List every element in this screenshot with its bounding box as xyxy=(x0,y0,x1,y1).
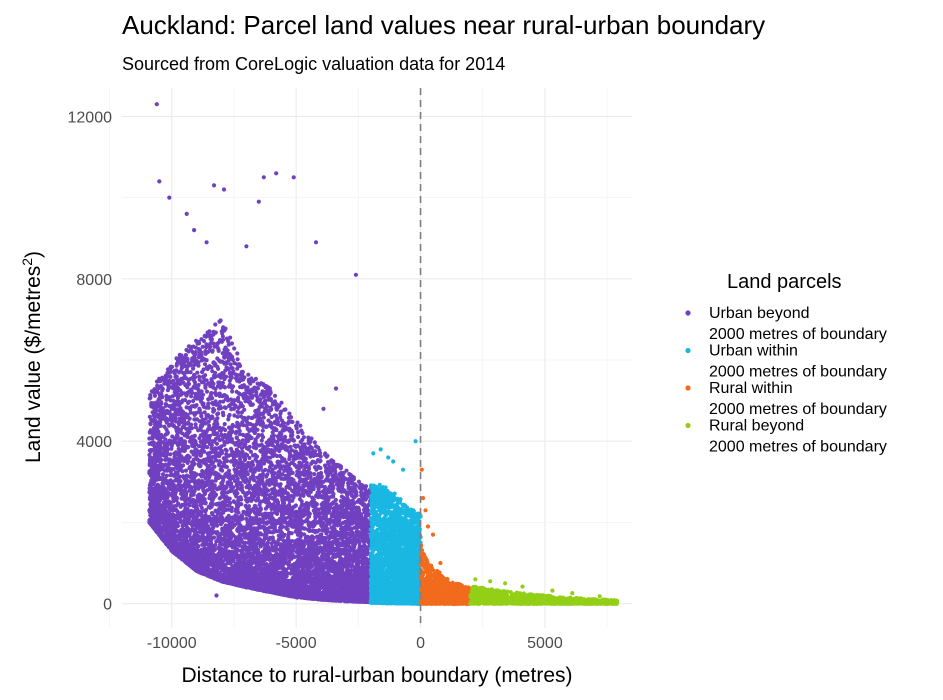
data-point xyxy=(288,415,294,420)
data-point xyxy=(246,372,251,377)
data-point xyxy=(197,407,202,413)
data-point xyxy=(209,340,214,346)
data-point xyxy=(191,398,196,404)
data-point xyxy=(299,428,304,433)
data-point xyxy=(322,463,328,468)
data-point xyxy=(197,436,202,441)
data-point xyxy=(283,557,288,562)
series-urban-beyond xyxy=(147,102,373,605)
data-point xyxy=(232,413,237,418)
data-point xyxy=(191,366,196,371)
data-point xyxy=(216,347,221,352)
data-point xyxy=(180,469,185,474)
data-point xyxy=(210,348,215,353)
data-point xyxy=(356,505,361,510)
data-point xyxy=(285,421,290,426)
data-point xyxy=(301,435,306,440)
data-point xyxy=(356,479,361,484)
data-point xyxy=(235,357,240,362)
data-point xyxy=(285,491,290,496)
data-point xyxy=(229,481,234,486)
data-point xyxy=(157,439,162,444)
data-point xyxy=(230,389,235,394)
data-point xyxy=(159,401,164,406)
data-point xyxy=(175,395,180,400)
data-point xyxy=(275,511,280,516)
data-point xyxy=(213,322,218,327)
data-point xyxy=(363,484,369,489)
data-point xyxy=(312,472,317,477)
data-point xyxy=(220,450,225,456)
data-point xyxy=(199,423,204,428)
data-point xyxy=(242,407,247,412)
data-point xyxy=(213,386,218,391)
data-point xyxy=(272,393,278,398)
data-point xyxy=(272,547,278,553)
data-point xyxy=(209,391,214,396)
data-point xyxy=(160,472,166,477)
data-points xyxy=(147,102,620,606)
data-point xyxy=(222,347,227,352)
data-point xyxy=(239,537,244,542)
data-point xyxy=(150,410,155,415)
data-point xyxy=(186,381,192,387)
data-point xyxy=(200,344,205,349)
data-point xyxy=(159,410,164,415)
data-point xyxy=(266,418,271,423)
data-point xyxy=(317,459,322,464)
data-point xyxy=(344,468,349,473)
data-point xyxy=(235,351,240,356)
data-point xyxy=(224,448,229,453)
data-point xyxy=(185,357,190,362)
data-point xyxy=(330,501,335,506)
data-point xyxy=(278,409,283,414)
chart-title: Auckland: Parcel land values near rural-… xyxy=(122,10,765,40)
chart-subtitle: Sourced from CoreLogic valuation data fo… xyxy=(122,54,505,74)
data-point xyxy=(179,390,184,395)
data-point xyxy=(206,401,211,406)
data-point xyxy=(287,411,292,416)
data-point xyxy=(220,480,225,485)
data-point xyxy=(294,426,299,431)
data-point xyxy=(154,404,159,410)
data-point xyxy=(261,415,266,420)
data-point xyxy=(192,412,197,417)
data-point xyxy=(227,412,232,418)
data-point xyxy=(264,492,269,497)
data-point xyxy=(333,497,338,503)
data-point xyxy=(330,555,335,560)
data-point xyxy=(259,438,264,443)
data-point xyxy=(248,449,253,454)
data-point xyxy=(296,430,301,435)
data-point xyxy=(259,474,265,479)
data-point xyxy=(273,413,279,418)
data-point xyxy=(283,407,288,412)
data-point xyxy=(221,399,226,404)
data-point xyxy=(356,509,362,514)
data-point xyxy=(234,435,239,440)
data-point xyxy=(188,410,193,415)
data-point xyxy=(293,444,298,449)
data-point xyxy=(303,536,308,541)
data-point xyxy=(247,455,252,461)
data-point xyxy=(257,502,262,507)
data-point xyxy=(210,396,215,401)
data-point xyxy=(216,411,221,416)
data-point xyxy=(274,407,279,412)
data-point xyxy=(295,420,300,425)
data-point xyxy=(206,397,211,402)
data-point xyxy=(298,439,303,444)
data-point xyxy=(197,374,202,379)
data-point xyxy=(193,425,198,430)
